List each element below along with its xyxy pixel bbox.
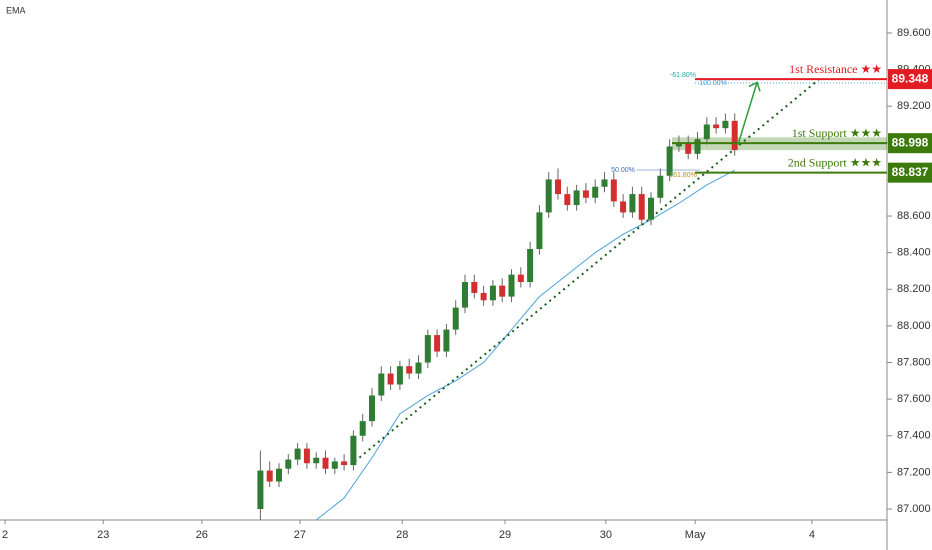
level-tag (888, 69, 932, 90)
arrow (737, 82, 758, 145)
ema-line (315, 169, 735, 521)
level-tag-label: 88.837 (892, 165, 929, 179)
candle-body (489, 285, 496, 301)
candle-body (536, 212, 543, 250)
y-tick-label: 89.600 (897, 27, 931, 39)
candle-body (545, 179, 552, 213)
candle-body (331, 461, 338, 469)
level-label: 2nd Support ★★★ (788, 155, 882, 169)
candle-body (564, 194, 571, 206)
candle-body (415, 362, 422, 374)
candle-body (582, 190, 589, 198)
candle-body (359, 421, 366, 436)
x-tick-label: May (685, 529, 706, 541)
x-tick-label: 4 (809, 529, 815, 541)
x-tick-label: 27 (294, 529, 306, 541)
candle-body (657, 175, 664, 198)
candle-body (527, 249, 534, 282)
x-tick-label: 26 (196, 529, 208, 541)
candle-body (369, 395, 376, 422)
candle-body (685, 142, 692, 154)
candle-body (322, 457, 329, 469)
candle-body (480, 292, 487, 301)
candle-body (638, 194, 645, 220)
candle-body (452, 307, 459, 330)
candle-body (517, 274, 524, 282)
candle-body (620, 201, 627, 213)
candle-body (675, 142, 682, 147)
candle-body (629, 194, 636, 213)
candle-body (294, 448, 301, 460)
arrow-head (748, 81, 761, 92)
candle-body (424, 335, 431, 363)
x-tick-label: 30 (600, 529, 612, 541)
candle-body (648, 197, 655, 220)
y-tick-label: 87.800 (897, 356, 931, 368)
candle-body (610, 179, 617, 202)
y-tick-label: 87.000 (897, 503, 931, 515)
level-label: 1st Support ★★★ (792, 126, 882, 140)
level-tag-label: 88.998 (892, 135, 929, 149)
y-tick-label: 88.600 (897, 210, 931, 222)
candle-body (694, 139, 701, 154)
x-tick-label: 2 (2, 529, 8, 541)
candle-body (731, 120, 738, 151)
candle-body (462, 281, 469, 308)
x-tick-label: 28 (396, 529, 408, 541)
level-tag-label: 89.348 (892, 71, 929, 85)
candle-body (601, 179, 608, 187)
level-tag (888, 162, 932, 183)
candle-body (396, 366, 403, 385)
candle-body (555, 179, 562, 195)
candle-body (406, 366, 413, 374)
candle-body (313, 457, 320, 464)
level-label: 1st Resistance ★★ (789, 62, 882, 76)
y-tick-label: 88.400 (897, 247, 931, 259)
candle-body (666, 146, 673, 176)
candle-body (434, 335, 441, 352)
candle-body (471, 281, 478, 293)
candle-body (499, 285, 506, 297)
y-tick-label: 87.200 (897, 466, 931, 478)
candle-body (257, 470, 264, 510)
fib-label: 161.80% (669, 172, 697, 179)
trendline (354, 77, 821, 463)
candle-body (713, 124, 720, 129)
fib-label: 50.00% (611, 167, 635, 174)
candle-body (722, 120, 729, 129)
candle-body (443, 329, 450, 352)
y-tick-label: 87.600 (897, 393, 931, 405)
level-tag (888, 133, 932, 154)
y-tick-label: 87.400 (897, 430, 931, 442)
x-tick-label: 29 (499, 529, 511, 541)
candle-body (350, 435, 357, 466)
candle-body (276, 468, 283, 482)
y-tick-label: 88.000 (897, 320, 931, 332)
candle-body (387, 373, 394, 385)
candle-body (508, 274, 515, 297)
candle-body (592, 186, 599, 198)
indicator-label: EMA (6, 5, 26, 15)
candle-body (303, 448, 310, 464)
fib-label: -61.80% (670, 72, 696, 79)
candle-body (285, 459, 292, 469)
candle-body (266, 470, 273, 482)
y-tick-label: 89.200 (897, 100, 931, 112)
y-tick-label: 88.200 (897, 283, 931, 295)
candle-body (703, 124, 710, 140)
candle-body (341, 461, 348, 466)
x-tick-label: 23 (97, 529, 109, 541)
candle-body (378, 373, 385, 396)
candle-body (573, 190, 580, 206)
